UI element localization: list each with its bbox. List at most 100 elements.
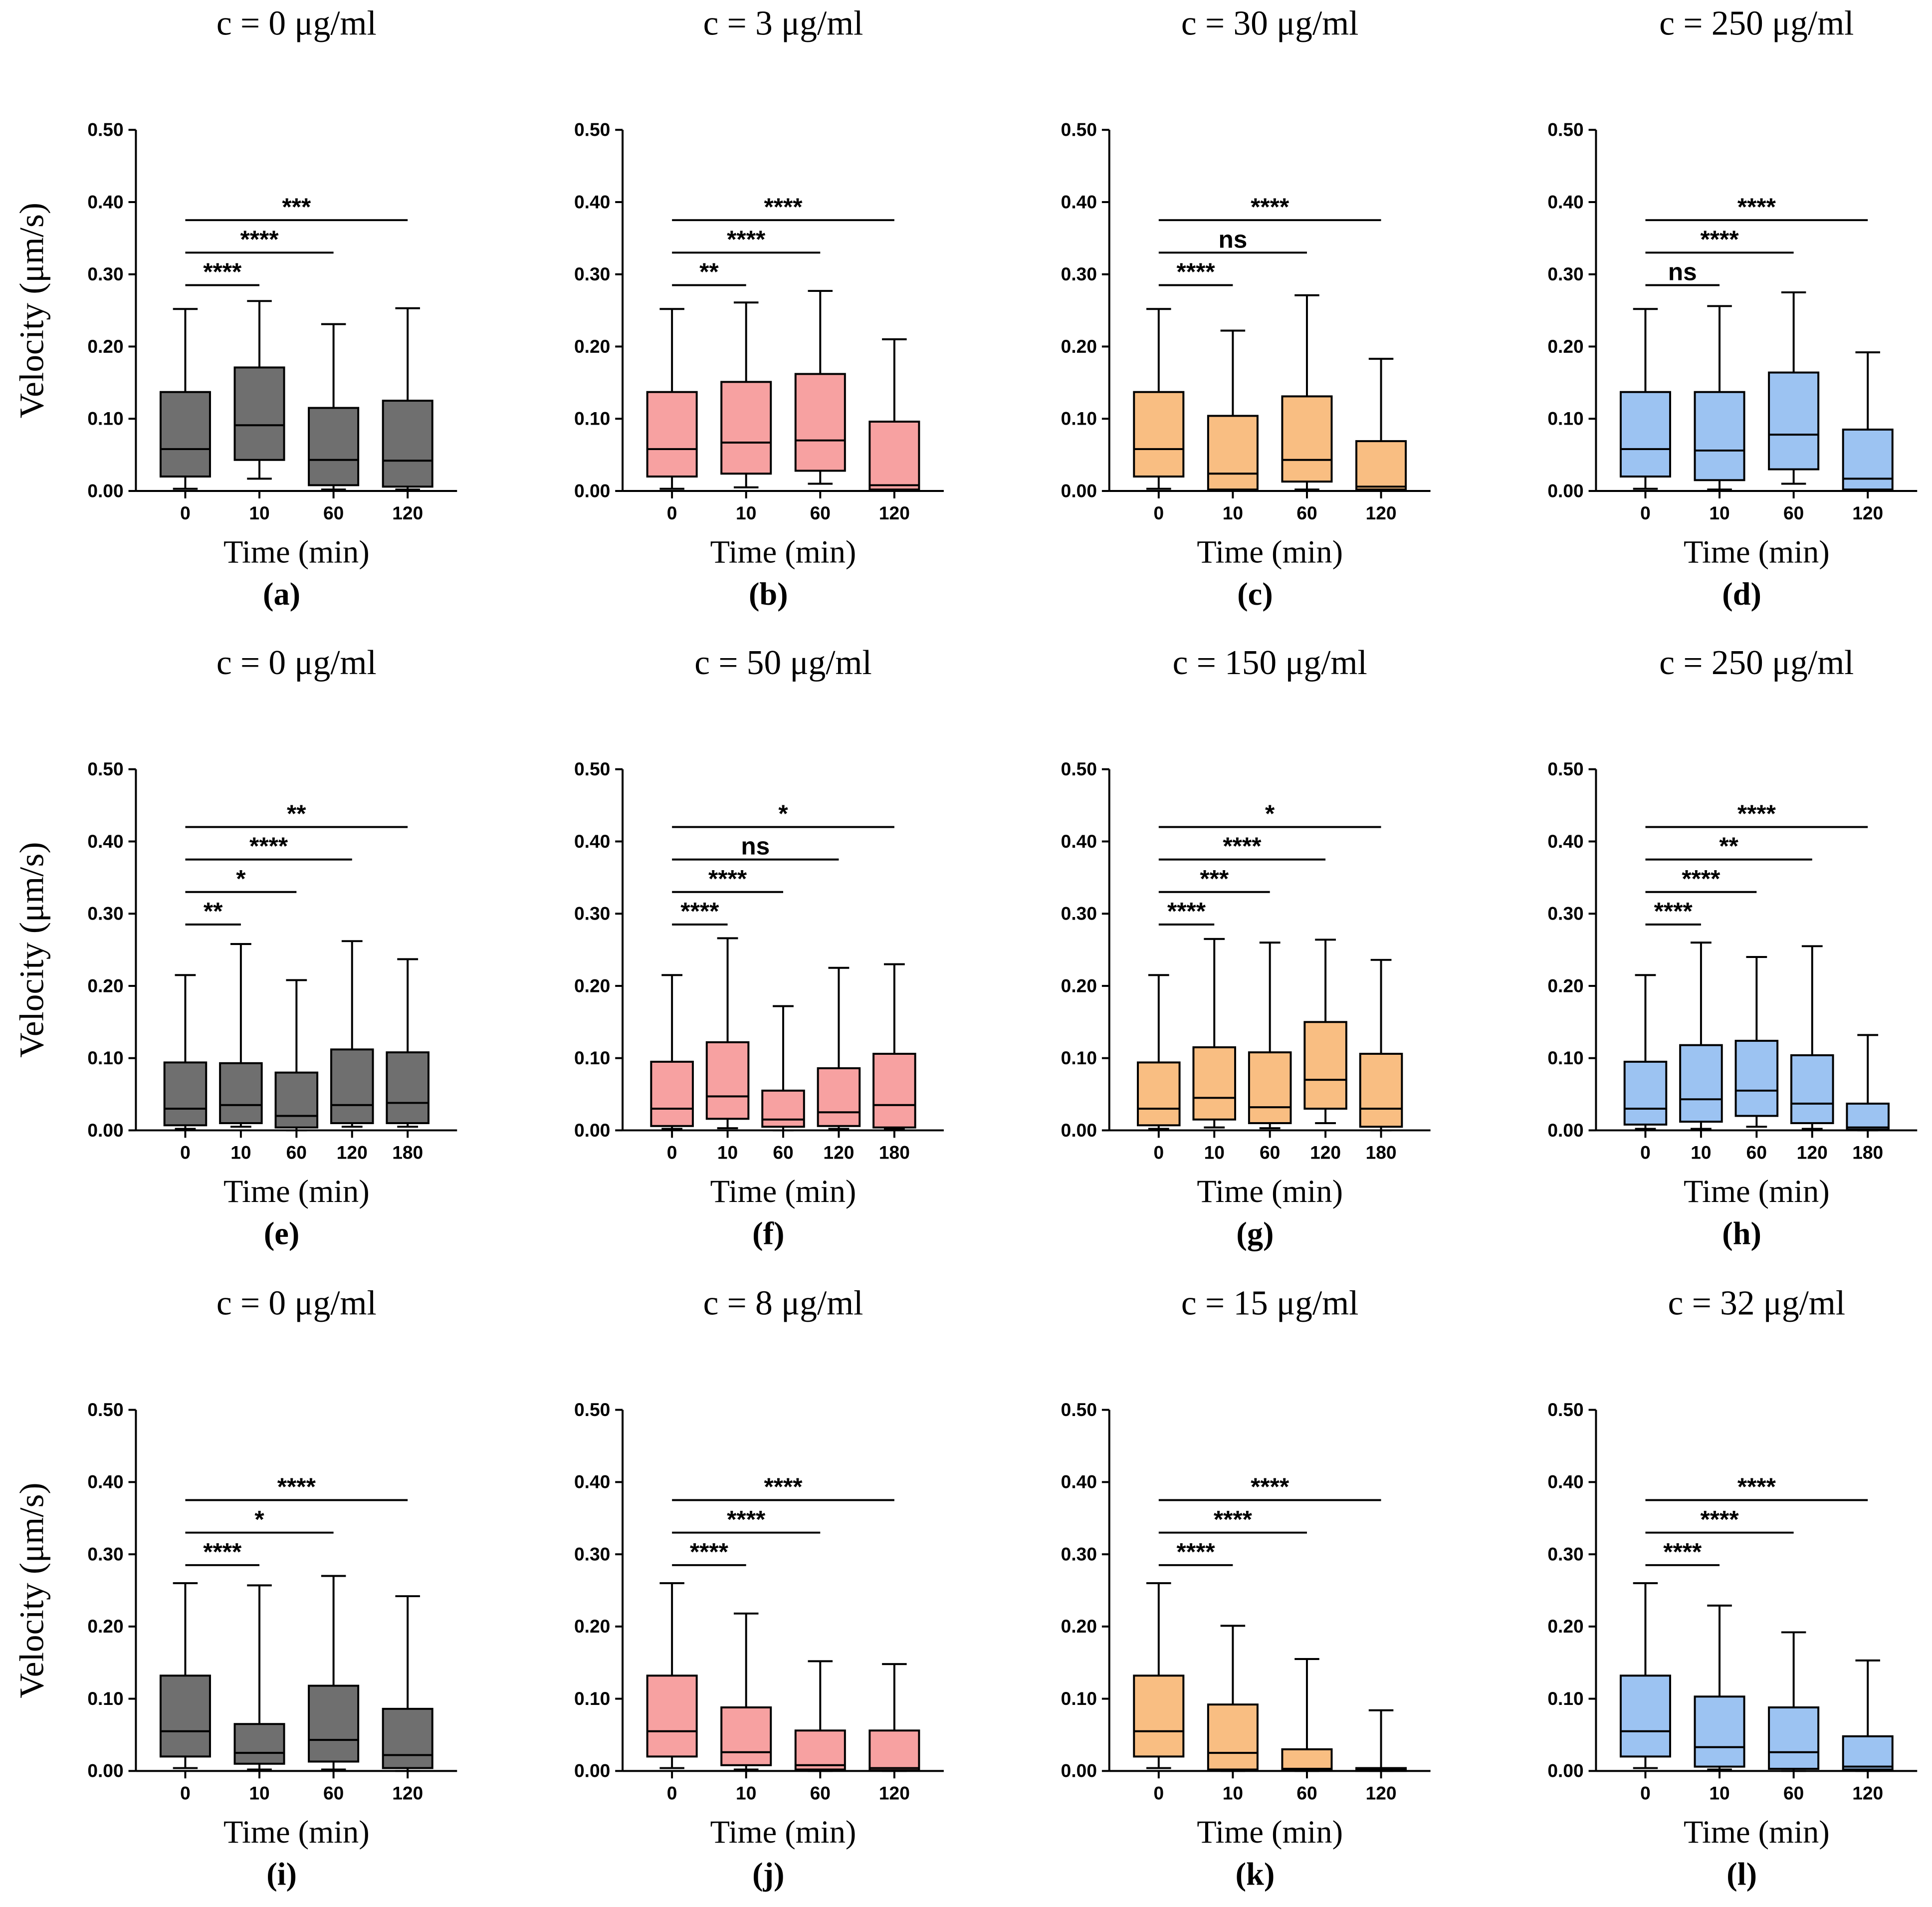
y-tick-label: 0.30: [1061, 903, 1097, 924]
y-tick-label: 0.30: [1547, 263, 1583, 284]
box: [1359, 1053, 1403, 1128]
y-tick-label: 0.40: [574, 191, 610, 212]
panel: c = 8 μg/ml Time (min) (j) 0.00 0.10 0.20 0.30…: [574, 1284, 944, 1892]
y-tick-label: 0.20: [87, 975, 123, 996]
significance-label: ns: [1668, 258, 1697, 286]
y-tick-label: 0.30: [1547, 1543, 1583, 1564]
x-tick-label: 60: [1296, 1782, 1317, 1803]
x-tick-label: 10: [230, 1142, 251, 1163]
x-tick-label: 180: [1852, 1142, 1883, 1163]
significance-label: *: [778, 800, 788, 828]
box: [233, 366, 285, 461]
x-tick-label: 0: [1640, 1782, 1651, 1803]
y-tick-label: 0.50: [87, 758, 123, 779]
y-axis-label: Velocity (μm/s): [13, 203, 51, 418]
panel-title: c = 32 μg/ml: [1668, 1284, 1845, 1323]
y-tick-label: 0.20: [1061, 975, 1097, 996]
x-tick-label: 120: [823, 1142, 854, 1163]
box: [761, 1089, 805, 1128]
x-tick-label: 0: [180, 1142, 191, 1163]
box: [1192, 1046, 1237, 1121]
x-tick-label: 60: [810, 1782, 831, 1803]
y-tick-label: 0.30: [574, 263, 610, 284]
panel: c = 32 μg/ml Time (min) (l) 0.00 0.10 0.20 0.3…: [1547, 1284, 1918, 1892]
significance-label: *: [236, 865, 246, 893]
significance-label: **: [699, 258, 719, 286]
x-tick-label: 0: [180, 502, 191, 523]
y-tick-label: 0.40: [87, 1471, 123, 1492]
y-tick-label: 0.40: [1547, 831, 1583, 852]
box: [646, 1674, 698, 1758]
y-tick-label: 0.20: [87, 1616, 123, 1637]
y-tick-label: 0.00: [1061, 1120, 1097, 1141]
y-tick-label: 0.50: [87, 1399, 123, 1420]
significance-label: ****: [249, 833, 288, 860]
y-tick-label: 0.40: [1061, 831, 1097, 852]
x-tick-label: 120: [879, 1782, 910, 1803]
x-axis-label: Time (min): [1684, 534, 1830, 570]
significance-label: ****: [1223, 833, 1262, 860]
box: [233, 1723, 285, 1765]
significance-label: ****: [1654, 898, 1693, 925]
significance-label: ****: [1663, 1538, 1702, 1566]
panel: c = 250 μg/ml Time (min) (h) 0.00 0.10 0.20 0.…: [1547, 644, 1918, 1251]
x-axis-label: Time (min): [223, 534, 370, 570]
panel: c = 150 μg/ml Time (min) (g) 0.00 0.10 0.20 0.…: [1061, 644, 1431, 1251]
y-tick-label: 0.50: [1547, 758, 1583, 779]
x-tick-label: 10: [736, 502, 756, 523]
panel-title: c = 150 μg/ml: [1173, 644, 1367, 682]
box: [1679, 1044, 1723, 1123]
significance-label: ****: [1737, 193, 1776, 221]
box: [219, 1062, 263, 1124]
y-tick-label: 0.30: [574, 1543, 610, 1564]
x-tick-label: 60: [773, 1142, 793, 1163]
box: [1694, 391, 1745, 481]
box: [159, 1674, 211, 1758]
x-axis-label: Time (min): [1197, 534, 1343, 570]
x-tick-label: 0: [1153, 1782, 1164, 1803]
significance-label: ***: [1200, 865, 1229, 893]
box: [308, 407, 360, 486]
y-tick-label: 0.00: [1547, 1760, 1583, 1781]
box: [646, 391, 698, 478]
significance-label: ****: [1701, 226, 1739, 253]
box: [1734, 1039, 1779, 1117]
panel-title: c = 30 μg/ml: [1181, 4, 1358, 42]
y-tick-label: 0.50: [1061, 758, 1097, 779]
significance-label: ****: [1737, 800, 1776, 828]
x-axis-label: Time (min): [223, 1814, 370, 1850]
x-tick-label: 120: [879, 502, 910, 523]
significance-label: ****: [764, 193, 803, 221]
y-tick-label: 0.10: [1061, 1688, 1097, 1709]
panel: c = 0 μg/ml Time (min) (i) Velocity (μm/s) 0…: [13, 1284, 457, 1892]
significance-label: ****: [203, 1538, 242, 1566]
box: [1768, 1706, 1820, 1770]
box: [308, 1684, 360, 1763]
panel-label: (l): [1726, 1856, 1757, 1892]
significance-label: *: [254, 1506, 264, 1533]
box: [720, 1706, 772, 1766]
x-tick-label: 120: [1366, 1782, 1397, 1803]
y-tick-label: 0.40: [574, 831, 610, 852]
box: [1133, 391, 1185, 478]
significance-label: ****: [1701, 1506, 1739, 1533]
y-tick-label: 0.10: [1061, 1047, 1097, 1068]
y-tick-label: 0.40: [574, 1471, 610, 1492]
x-tick-label: 120: [1797, 1142, 1828, 1163]
x-tick-label: 120: [1310, 1142, 1341, 1163]
x-tick-label: 10: [1204, 1142, 1225, 1163]
x-axis-label: Time (min): [710, 534, 857, 570]
y-tick-label: 0.40: [87, 831, 123, 852]
box: [1248, 1051, 1292, 1124]
x-tick-label: 10: [736, 1782, 756, 1803]
significance-label: ****: [680, 898, 719, 925]
significance-label: ****: [1167, 898, 1206, 925]
panel-label: (e): [264, 1215, 299, 1251]
x-tick-label: 180: [879, 1142, 910, 1163]
significance-label: ***: [282, 193, 311, 221]
panel: c = 250 μg/ml Time (min) (d) 0.00 0.10 0.20 0.…: [1547, 4, 1918, 612]
x-tick-label: 120: [1366, 502, 1397, 523]
box: [1137, 1061, 1181, 1127]
x-tick-label: 10: [1709, 502, 1729, 523]
panel: c = 0 μg/ml Time (min) (e) Velocity (μm/s) 0…: [13, 644, 457, 1251]
